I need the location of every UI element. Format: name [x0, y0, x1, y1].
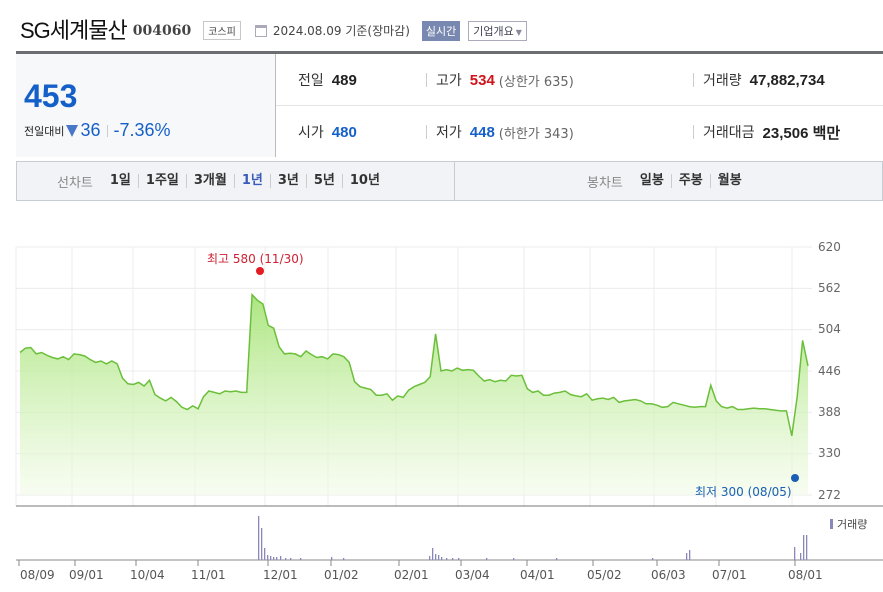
- period-3y[interactable]: 3년: [269, 174, 306, 188]
- low-annotation: 최저 300 (08/05): [695, 485, 792, 499]
- low-marker: [791, 474, 799, 482]
- summary-row-2: 시가 480 저가 448 (하한가 343) 거래대금 23,506 백만: [276, 106, 883, 158]
- y-tick: 330: [818, 446, 841, 460]
- line-chart-label: 선차트: [57, 175, 93, 191]
- period-1d[interactable]: 1일: [109, 173, 131, 188]
- low-label: 저가: [436, 125, 462, 141]
- high-marker: [256, 267, 264, 275]
- y-tick: 620: [818, 240, 841, 254]
- price-change: 전일대비 36 -7.36%: [24, 120, 171, 141]
- x-tick: 08/09: [20, 568, 55, 582]
- divider: [426, 125, 427, 139]
- high-value: 534: [469, 71, 495, 89]
- candle-chart-label: 봉차트: [587, 175, 623, 191]
- x-tick: 08/01: [788, 568, 823, 582]
- price-line: [19, 292, 809, 437]
- period-1y[interactable]: 1년: [233, 174, 270, 188]
- divider: [426, 73, 427, 87]
- upper-limit: (상한가 635): [498, 74, 574, 90]
- x-tick: 07/01: [712, 568, 747, 582]
- y-tick: 504: [818, 322, 841, 336]
- candle-monthly[interactable]: 월봉: [709, 174, 749, 188]
- volume-legend: 거래량: [830, 516, 867, 532]
- x-tick: 01/02: [324, 568, 359, 582]
- price-chart: 최고 580 (11/30) 최저 300 (08/05) 620 562 50…: [0, 230, 883, 592]
- amount-label: 거래대금: [703, 125, 755, 141]
- x-axis-ticks: [18, 560, 796, 566]
- y-tick: 562: [818, 281, 841, 295]
- open-label: 시가: [298, 125, 324, 141]
- prev-close-label: 전일: [298, 73, 324, 89]
- x-tick: 02/01: [394, 568, 429, 582]
- x-tick: 11/01: [191, 568, 226, 582]
- change-value: 36: [80, 120, 101, 140]
- period-10y[interactable]: 10년: [341, 174, 387, 188]
- volume-label: 거래량: [703, 73, 742, 89]
- change-label: 전일대비: [24, 124, 65, 138]
- price-summary: 453 전일대비 36 -7.36% 전일 489 고가 534 (상한가 63…: [16, 51, 883, 157]
- volume-bars: [258, 516, 808, 560]
- y-tick: 446: [818, 364, 841, 378]
- price-area: [20, 294, 808, 495]
- amount-value: 23,506 백만: [762, 124, 841, 142]
- open-price: 시가 480: [298, 106, 357, 158]
- x-tick: 05/02: [587, 568, 622, 582]
- price-chart-svg: [15, 246, 883, 566]
- high-price: 고가 534 (상한가 635): [436, 54, 574, 106]
- high-label: 고가: [436, 73, 462, 89]
- stock-code: 004060: [132, 23, 192, 39]
- volume-legend-label: 거래량: [837, 518, 868, 531]
- x-tick: 09/01: [69, 568, 104, 582]
- x-tick: 04/01: [520, 568, 555, 582]
- x-tick: 10/04: [130, 568, 165, 582]
- stock-header: SG세계물산 004060 코스피 2024.08.09 기준(장마감) 실시간…: [20, 14, 527, 44]
- volume: 거래량 47,882,734: [703, 54, 825, 106]
- company-info-label: 기업개요: [473, 24, 514, 38]
- lower-limit: (하한가 343): [498, 126, 574, 142]
- summary-row-1: 전일 489 고가 534 (상한가 635) 거래량 47,882,734: [276, 54, 883, 106]
- period-1w[interactable]: 1주일: [137, 174, 186, 188]
- x-tick: 03/04: [455, 568, 490, 582]
- market-badge: 코스피: [203, 21, 241, 40]
- low-price: 저가 448 (하한가 343): [436, 106, 574, 158]
- line-chart-periods: 선차트 1일 1주일 3개월 1년 3년 5년 10년: [17, 162, 455, 200]
- prev-close-value: 489: [331, 71, 357, 89]
- realtime-button[interactable]: 실시간: [421, 20, 461, 41]
- trade-amount: 거래대금 23,506 백만: [703, 106, 840, 158]
- x-tick: 06/03: [651, 568, 686, 582]
- current-price: 453: [24, 78, 78, 114]
- divider: [106, 124, 108, 137]
- period-3m[interactable]: 3개월: [185, 174, 234, 188]
- high-annotation: 최고 580 (11/30): [207, 252, 304, 266]
- company-name: SG세계물산: [20, 18, 128, 43]
- volume-value: 47,882,734: [749, 71, 825, 89]
- divider: [693, 73, 694, 87]
- divider: [693, 125, 694, 139]
- prev-close: 전일 489: [298, 54, 357, 106]
- y-tick: 272: [818, 488, 841, 502]
- chart-period-bar: 선차트 1일 1주일 3개월 1년 3년 5년 10년 봉차트 일봉 주봉 월봉: [16, 161, 883, 201]
- volume-swatch: [830, 519, 833, 529]
- base-date: 2024.08.09 기준(장마감): [272, 24, 410, 38]
- change-percent: -7.36%: [113, 120, 171, 140]
- open-value: 480: [331, 123, 357, 141]
- candle-daily[interactable]: 일봉: [639, 173, 664, 188]
- y-tick: 388: [818, 405, 841, 419]
- chevron-down-icon: ▼: [515, 27, 522, 37]
- down-triangle-icon: [66, 124, 79, 137]
- candle-chart-periods: 봉차트 일봉 주봉 월봉: [455, 162, 883, 200]
- company-info-dropdown[interactable]: 기업개요 ▼: [468, 20, 527, 41]
- current-price-panel: 453 전일대비 36 -7.36%: [16, 54, 276, 157]
- period-5y[interactable]: 5년: [305, 174, 342, 188]
- x-tick: 12/01: [263, 568, 298, 582]
- calendar-icon: [254, 24, 267, 37]
- candle-weekly[interactable]: 주봉: [670, 174, 710, 188]
- low-value: 448: [469, 123, 495, 141]
